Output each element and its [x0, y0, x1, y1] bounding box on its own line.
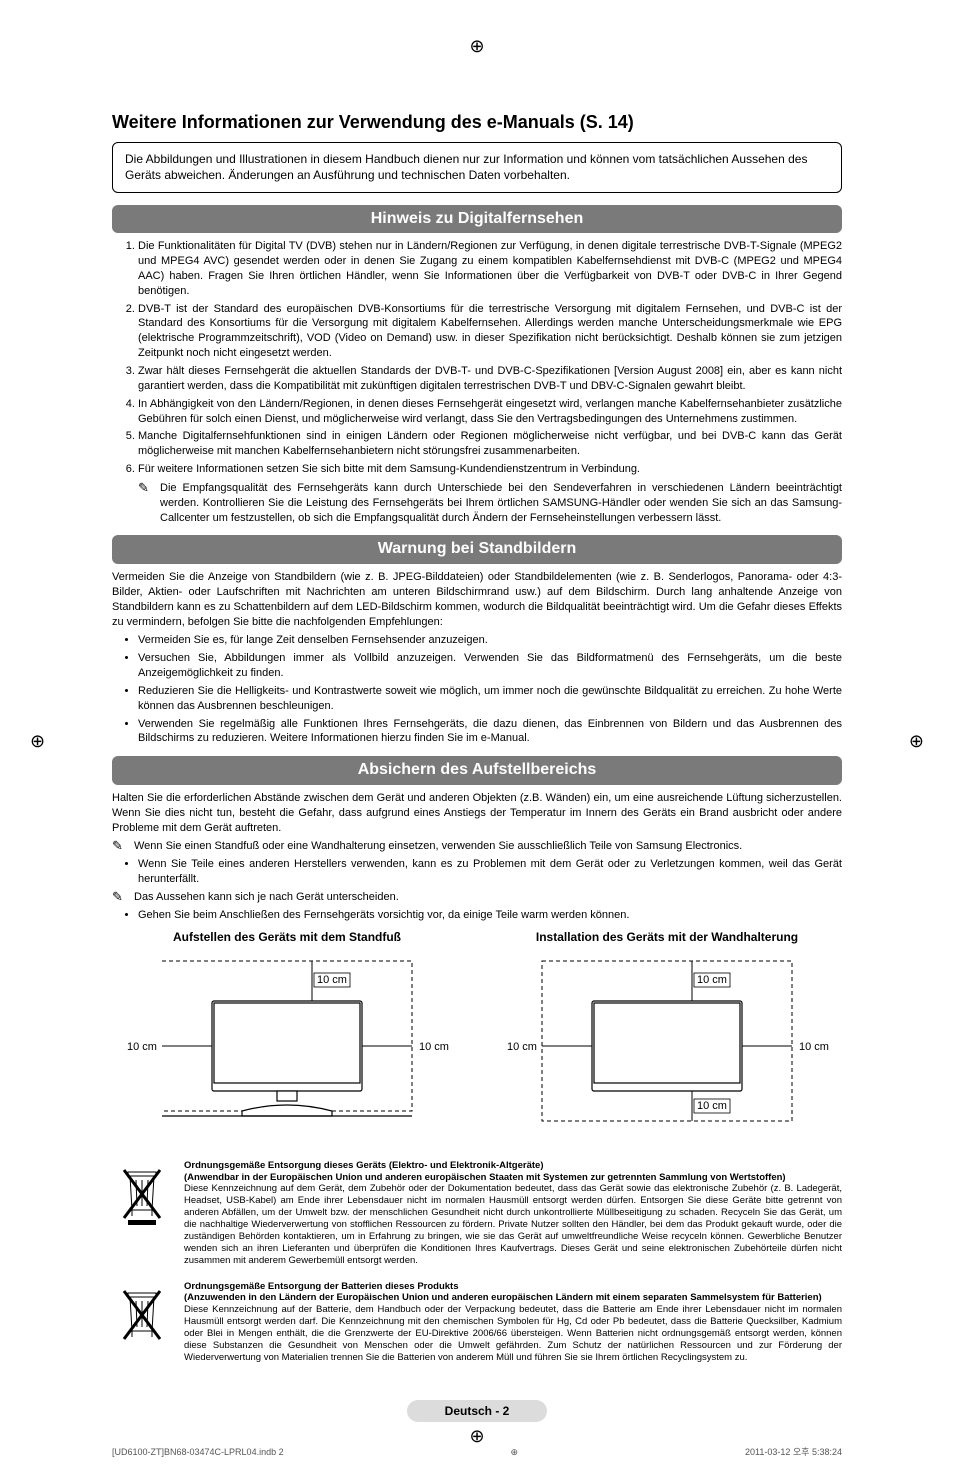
diagram-wallmount-title: Installation des Geräts mit der Wandhalt… [492, 929, 842, 945]
diagram-stand-title: Aufstellen des Geräts mit dem Standfuß [112, 929, 462, 945]
recycling-battery-block: Ordnungsgemäße Entsorgung der Batterien … [112, 1281, 842, 1364]
crop-mark-right-icon: ⊕ [909, 729, 924, 753]
svg-text:10 cm: 10 cm [697, 974, 727, 986]
digital-tv-list: Die Funktionalitäten für Digital TV (DVB… [112, 239, 842, 477]
recycling-device-text: Ordnungsgemäße Entsorgung dieses Geräts … [184, 1160, 842, 1267]
note-text: Die Empfangsqualität des Fernsehgeräts k… [160, 481, 842, 526]
recycling-device-header2: (Anwendbar in der Europäischen Union und… [184, 1172, 842, 1184]
recycling-battery-header2: (Anzuwenden in den Ländern der Europäisc… [184, 1292, 842, 1304]
list-item: Gehen Sie beim Anschließen des Fernsehge… [138, 908, 842, 923]
svg-text:10 cm: 10 cm [317, 974, 347, 986]
note-appearance: Das Aussehen kann sich je nach Gerät unt… [112, 890, 842, 905]
svg-text:10 cm: 10 cm [799, 1041, 829, 1053]
page-language-footer: Deutsch - 2 [407, 1400, 547, 1422]
list-item: Reduzieren Sie die Helligkeits- und Kont… [138, 684, 842, 714]
list-item: Die Funktionalitäten für Digital TV (DVB… [138, 239, 842, 298]
recycling-battery-text: Ordnungsgemäße Entsorgung der Batterien … [184, 1281, 842, 1364]
recycling-battery-header1: Ordnungsgemäße Entsorgung der Batterien … [184, 1281, 842, 1293]
list-item: Verwenden Sie regelmäßig alle Funktionen… [138, 717, 842, 747]
note-sub-list: Wenn Sie Teile eines anderen Herstellers… [112, 857, 842, 887]
list-item: Versuchen Sie, Abbildungen immer als Vol… [138, 651, 842, 681]
diagram-stand: Aufstellen des Geräts mit dem Standfuß 1… [112, 929, 462, 1146]
svg-text:10 cm: 10 cm [507, 1041, 537, 1053]
recycling-device-header1: Ordnungsgemäße Entsorgung dieses Geräts … [184, 1160, 842, 1172]
crop-mark-footer-icon: ⊕ [511, 1446, 519, 1458]
page-title: Weitere Informationen zur Verwendung des… [112, 110, 842, 134]
diagram-stand-svg: 10 cm 10 cm 10 cm [122, 951, 452, 1141]
section-heading-still-images: Warnung bei Standbildern [112, 535, 842, 564]
list-item: Wenn Sie Teile eines anderen Herstellers… [138, 857, 842, 887]
print-footer-timestamp: 2011-03-12 오후 5:38:24 [745, 1446, 842, 1458]
recycling-battery-body: Diese Kennzeichnung auf der Batterie, de… [184, 1304, 842, 1363]
crop-mark-left-icon: ⊕ [30, 729, 45, 753]
still-images-intro: Vermeiden Sie die Anzeige von Standbilde… [112, 570, 842, 629]
diagram-wallmount: Installation des Geräts mit der Wandhalt… [492, 929, 842, 1146]
svg-text:10 cm: 10 cm [127, 1041, 157, 1053]
crop-mark-top-icon: ⊕ [469, 34, 484, 58]
section-heading-ventilation: Absichern des Aufstellbereichs [112, 756, 842, 785]
list-item: Für weitere Informationen setzen Sie sic… [138, 462, 842, 477]
list-item: DVB-T ist der Standard des europäischen … [138, 302, 842, 361]
recycling-device-block: Ordnungsgemäße Entsorgung dieses Geräts … [112, 1160, 842, 1267]
recycling-device-body: Diese Kennzeichnung auf dem Gerät, dem Z… [184, 1183, 842, 1266]
hand-note-icon [112, 890, 134, 905]
note-text: Wenn Sie einen Standfuß oder eine Wandha… [134, 839, 842, 854]
note-reception-quality: Die Empfangsqualität des Fernsehgeräts k… [112, 481, 842, 526]
section-heading-digital-tv: Hinweis zu Digitalfernsehen [112, 205, 842, 234]
svg-text:10 cm: 10 cm [697, 1100, 727, 1112]
diagram-wallmount-svg: 10 cm 10 cm 10 cm 10 cm [502, 951, 832, 1141]
intro-note-box: Die Abbildungen und Illustrationen in di… [112, 142, 842, 192]
hand-note-icon [138, 481, 160, 526]
hand-note-icon [112, 839, 134, 854]
print-footer-filename: [UD6100-ZT]BN68-03474C-LPRL04.indb 2 [112, 1446, 284, 1458]
svg-text:10 cm: 10 cm [419, 1041, 449, 1053]
note-sub-list: Gehen Sie beim Anschließen des Fernsehge… [112, 908, 842, 923]
note-samsung-parts: Wenn Sie einen Standfuß oder eine Wandha… [112, 839, 842, 854]
crop-mark-bottom-icon: ⊕ [469, 1424, 484, 1448]
list-item: Vermeiden Sie es, für lange Zeit denselb… [138, 633, 842, 648]
print-footer: [UD6100-ZT]BN68-03474C-LPRL04.indb 2 ⊕ 2… [112, 1446, 842, 1458]
list-item: In Abhängigkeit von den Ländern/Regionen… [138, 397, 842, 427]
weee-bin-icon [112, 1281, 172, 1364]
list-item: Manche Digitalfernsehfunktionen sind in … [138, 429, 842, 459]
still-images-list: Vermeiden Sie es, für lange Zeit denselb… [112, 633, 842, 746]
clearance-diagrams: Aufstellen des Geräts mit dem Standfuß 1… [112, 929, 842, 1146]
page-content: Weitere Informationen zur Verwendung des… [112, 0, 842, 1422]
ventilation-intro: Halten Sie die erforderlichen Abstände z… [112, 791, 842, 836]
weee-bin-icon [112, 1160, 172, 1267]
note-text: Das Aussehen kann sich je nach Gerät unt… [134, 890, 842, 905]
list-item: Zwar hält dieses Fernsehgerät die aktuel… [138, 364, 842, 394]
